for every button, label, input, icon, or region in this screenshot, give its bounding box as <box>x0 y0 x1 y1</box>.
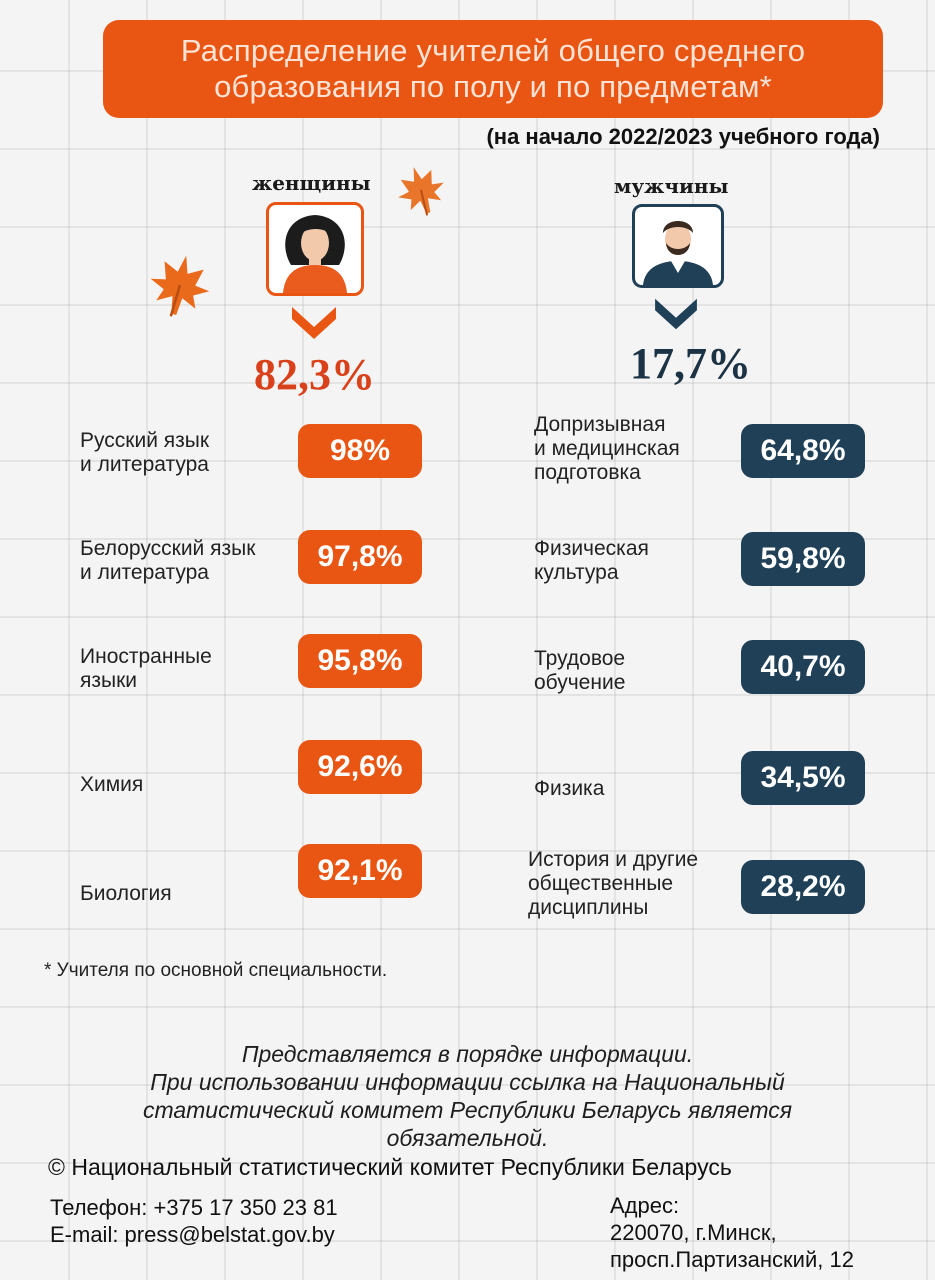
subject-line: обучение <box>534 671 626 694</box>
men-share: 17,7% <box>630 339 751 388</box>
address-label: Адрес: <box>610 1193 680 1218</box>
maple-leaf-icon <box>150 255 210 317</box>
subject-line: и медицинская <box>534 437 680 460</box>
men-subject-4: Физика <box>534 777 754 801</box>
phone: Телефон: +375 17 350 23 81 <box>50 1195 338 1220</box>
subject-line: общественные <box>528 872 674 895</box>
page-title: Распределение учителей общего среднего о… <box>181 33 805 105</box>
address-line: 220070, г.Минск, <box>610 1220 777 1245</box>
subject-line: Биология <box>80 882 172 905</box>
subject-line: культура <box>534 561 619 584</box>
contact-block: Телефон: +375 17 350 23 81 E-mail: press… <box>50 1194 338 1248</box>
copyright: © Национальный статистический комитет Ре… <box>48 1154 732 1180</box>
subtitle: (на начало 2022/2023 учебного года) <box>486 124 880 149</box>
chevron-down-icon <box>292 307 336 339</box>
subject-line: История и другие <box>528 848 699 871</box>
subject-line: Физическая <box>534 537 649 560</box>
subject-line: Химия <box>80 773 144 796</box>
women-value-2: 97,8% <box>298 530 422 584</box>
subject-line: языки <box>80 669 138 692</box>
women-value-4: 92,6% <box>298 740 422 794</box>
women-subject-2: Белорусский язык и литература <box>80 537 300 585</box>
subject-line: Физика <box>534 777 605 800</box>
women-subject-4: Химия <box>80 773 300 797</box>
men-label: мужчины <box>614 174 729 198</box>
men-subject-1: Допризывная и медицинская подготовка <box>534 413 754 485</box>
info-line: обязательной. <box>386 1125 549 1151</box>
subject-line: подготовка <box>534 461 641 484</box>
address-line: просп.Партизанский, 12 <box>610 1247 854 1272</box>
subject-line: Русский язык <box>80 429 210 452</box>
info-line: При использовании информации ссылка на Н… <box>150 1069 785 1095</box>
info-line: статистический комитет Республики Белару… <box>142 1097 793 1123</box>
subject-line: Трудовое <box>534 647 626 670</box>
woman-icon <box>283 215 347 293</box>
men-subject-5: История и другие общественные дисциплины <box>528 848 748 920</box>
maple-leaf-icon <box>398 167 444 216</box>
women-share: 82,3% <box>254 350 375 399</box>
men-value-1: 64,8% <box>741 424 865 478</box>
subject-line: Допризывная <box>534 413 666 436</box>
subject-line: и литература <box>80 453 209 476</box>
man-avatar <box>632 204 724 288</box>
men-value-4: 34,5% <box>741 751 865 805</box>
chevron-down-icon <box>655 298 697 330</box>
women-subject-5: Биология <box>80 882 300 906</box>
footnote: * Учителя по основной специальности. <box>44 960 388 981</box>
men-subject-3: Трудовое обучение <box>534 647 754 695</box>
title-line-2: образования по полу и по предметам* <box>214 69 772 104</box>
info-block: Представляется в порядке информации. При… <box>60 1040 875 1152</box>
women-subject-1: Русский язык и литература <box>80 429 300 477</box>
title-banner: Распределение учителей общего среднего о… <box>103 20 883 118</box>
subject-line: дисциплины <box>528 896 649 919</box>
men-subject-2: Физическая культура <box>534 537 754 585</box>
woman-avatar <box>266 202 364 296</box>
subject-line: и литература <box>80 561 209 584</box>
men-value-5: 28,2% <box>741 860 865 914</box>
info-line: Представляется в порядке информации. <box>241 1041 694 1067</box>
men-value-2: 59,8% <box>741 532 865 586</box>
address-block: Адрес: 220070, г.Минск, просп.Партизанск… <box>610 1192 854 1273</box>
man-icon <box>643 221 713 285</box>
women-value-5: 92,1% <box>298 844 422 898</box>
subject-line: Белорусский язык <box>80 537 256 560</box>
women-subject-3: Иностранные языки <box>80 645 300 693</box>
women-value-1: 98% <box>298 424 422 478</box>
subject-line: Иностранные <box>80 645 212 668</box>
women-label: женщины <box>252 171 371 195</box>
women-value-3: 95,8% <box>298 634 422 688</box>
email-link[interactable]: E-mail: press@belstat.gov.by <box>50 1222 335 1247</box>
title-line-1: Распределение учителей общего среднего <box>180 33 806 68</box>
men-value-3: 40,7% <box>741 640 865 694</box>
